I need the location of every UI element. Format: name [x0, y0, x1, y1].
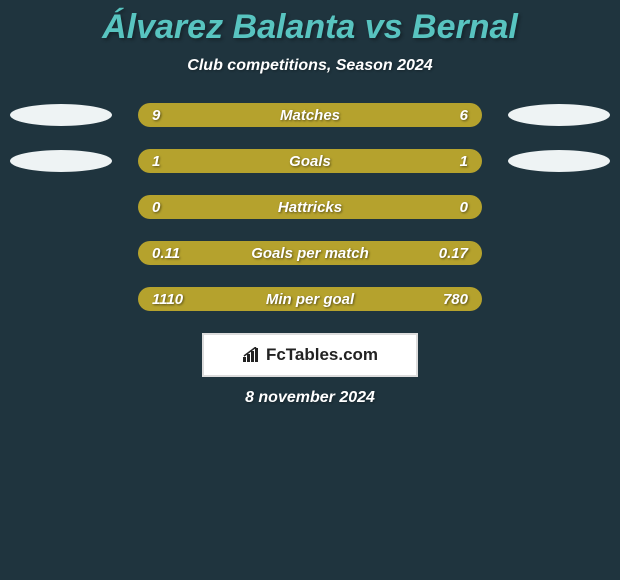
stat-right-value: 0 — [460, 199, 468, 216]
stats-list: 9 Matches 6 1 Goals 1 0 Hattricks 0 0.11 Goals per… — [0, 103, 620, 311]
stat-left-value: 0 — [152, 199, 160, 216]
stat-bar: 0 Hattricks 0 — [138, 195, 482, 219]
stat-row: 9 Matches 6 — [0, 103, 620, 127]
stat-bar: 1110 Min per goal 780 — [138, 287, 482, 311]
player-right-marker — [508, 150, 610, 172]
stat-bar: 9 Matches 6 — [138, 103, 482, 127]
player-right-marker — [508, 104, 610, 126]
stat-right-value: 0.17 — [439, 245, 468, 262]
stat-row: 0 Hattricks 0 — [0, 195, 620, 219]
stat-left-value: 9 — [152, 107, 160, 124]
stat-right-value: 780 — [443, 291, 468, 308]
stat-label: Min per goal — [266, 291, 354, 308]
stat-left-value: 0.11 — [152, 245, 180, 262]
stat-right-value: 1 — [460, 153, 468, 170]
player-left-marker — [10, 150, 112, 172]
page-title: Álvarez Balanta vs Bernal — [0, 8, 620, 47]
stat-label: Matches — [280, 107, 340, 124]
stat-left-value: 1 — [152, 153, 160, 170]
stat-bar: 1 Goals 1 — [138, 149, 482, 173]
brand-box[interactable]: FcTables.com — [202, 333, 418, 377]
stat-label: Hattricks — [278, 199, 342, 216]
stat-label: Goals — [289, 153, 331, 170]
brand-text: FcTables.com — [266, 345, 378, 365]
brand-label: FcTables.com — [242, 345, 378, 365]
stat-right-value: 6 — [460, 107, 468, 124]
stat-row: 1 Goals 1 — [0, 149, 620, 173]
chart-icon — [242, 347, 262, 363]
comparison-widget: Álvarez Balanta vs Bernal Club competiti… — [0, 0, 620, 580]
subtitle: Club competitions, Season 2024 — [0, 57, 620, 75]
player-left-marker — [10, 104, 112, 126]
stat-row: 0.11 Goals per match 0.17 — [0, 241, 620, 265]
stat-row: 1110 Min per goal 780 — [0, 287, 620, 311]
stat-left-value: 1110 — [152, 291, 183, 308]
stat-label: Goals per match — [251, 245, 369, 262]
date-line: 8 november 2024 — [0, 389, 620, 407]
stat-bar: 0.11 Goals per match 0.17 — [138, 241, 482, 265]
